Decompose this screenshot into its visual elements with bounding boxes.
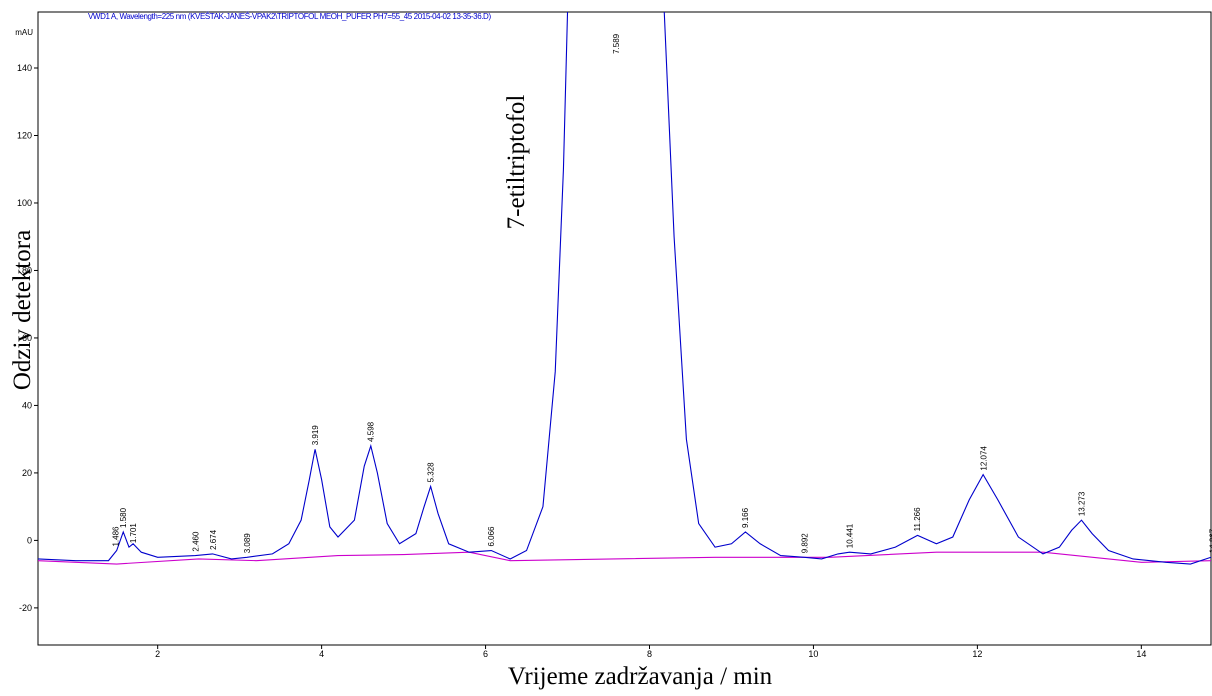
x-tick-label: 14	[1136, 649, 1146, 659]
y-unit: mAU	[15, 28, 33, 37]
y-tick-label: 80	[22, 265, 32, 275]
x-axis-title: Vrijeme zadržavanja / min	[508, 663, 773, 690]
plot-area	[38, 12, 1212, 565]
peak-label: 2.460	[191, 531, 200, 552]
series-line	[38, 12, 1212, 565]
x-tick-label: 4	[319, 649, 324, 659]
x-tick-label: 10	[808, 649, 818, 659]
peak-label: 6.066	[487, 526, 496, 547]
plot-frame	[37, 11, 1212, 646]
chart-title: VWD1 A, Wavelength=225 nm (KVEŠTAK-JANEŠ…	[88, 12, 491, 21]
peak-label: 9.892	[801, 533, 810, 554]
y-tick-label: 100	[17, 198, 32, 208]
peak-label: 1.486	[112, 526, 121, 547]
peak-label: 7.589	[612, 33, 621, 54]
x-tick-label: 6	[483, 649, 488, 659]
peak-label: 11.266	[913, 507, 922, 531]
annotation: 7-etiltriptofol	[503, 95, 530, 230]
peak-label: 2.674	[209, 529, 218, 550]
peak-label: 1.701	[129, 523, 138, 544]
peak-label: 4.598	[367, 421, 376, 442]
x-tick-label: 2	[155, 649, 160, 659]
y-tick-label: 0	[27, 535, 32, 545]
y-axis-title: Odziv detektora	[9, 230, 36, 390]
peak-label: 1.580	[119, 507, 128, 528]
peak-label: 3.919	[311, 425, 320, 446]
y-tick-label: 40	[22, 400, 32, 410]
peak-label: 12.074	[979, 446, 988, 471]
y-tick-label: -20	[19, 603, 32, 613]
y-tick-label: 140	[17, 63, 32, 73]
peak-label: 14.867	[1208, 528, 1212, 553]
y-tick-label: 20	[22, 468, 32, 478]
x-tick-label: 12	[972, 649, 982, 659]
y-tick-label: 120	[17, 130, 32, 140]
y-tick-label: 60	[22, 333, 32, 343]
peak-label: 9.166	[741, 507, 750, 528]
x-tick-label: 8	[647, 649, 652, 659]
peak-label: 10.441	[846, 523, 855, 548]
series-line	[38, 551, 1212, 565]
peak-label: 3.089	[243, 533, 252, 554]
peak-label: 13.273	[1078, 491, 1087, 516]
peak-label: 5.328	[426, 462, 435, 483]
